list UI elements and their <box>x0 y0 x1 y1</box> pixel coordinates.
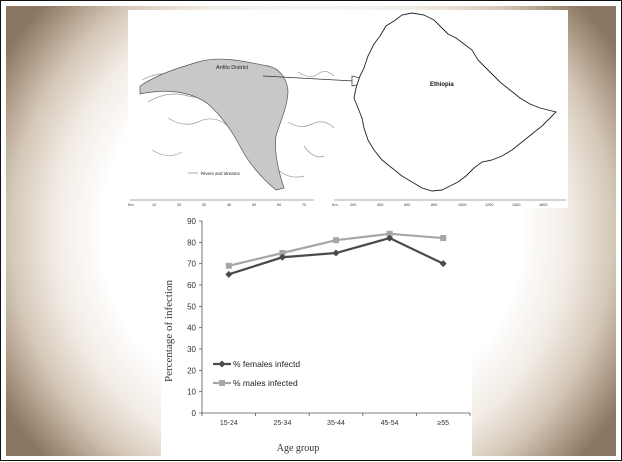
x-axis-title: Age group <box>277 443 320 454</box>
y-tick-label: 90 <box>187 217 196 226</box>
connector-line <box>262 75 355 82</box>
x-axis: 15-24 25-34 35-44 45-54 ≥55 <box>201 412 471 427</box>
ethiopia-outline <box>353 12 557 192</box>
scale-unit: Km <box>332 203 338 207</box>
scale-tick-label: 60 <box>277 203 281 207</box>
x-tick-label: 25-34 <box>273 420 291 427</box>
y-tick-label: 70 <box>187 260 196 269</box>
map-legend-label: Rivers and streams <box>201 171 241 176</box>
series-males <box>225 230 447 269</box>
scale-tick-label: 30 <box>202 203 206 207</box>
data-point <box>279 250 286 256</box>
scale-tick-label: 1000 <box>458 203 466 207</box>
data-point <box>225 270 233 278</box>
scale-tick-label: 20 <box>177 203 181 207</box>
map-panel: Anfilo District Ethiopia Rivers and stre… <box>128 10 568 208</box>
y-axis-title: Percentage of infection <box>163 280 175 383</box>
y-tick-label: 80 <box>187 238 196 247</box>
y-tick-label: 0 <box>192 409 197 418</box>
scale-tick-label: 600 <box>404 203 410 207</box>
data-point <box>219 380 225 386</box>
river-line <box>297 71 335 77</box>
x-tick-label: ≥55 <box>437 420 449 427</box>
series-females <box>225 234 447 278</box>
river-line <box>167 117 229 127</box>
data-point <box>278 253 286 261</box>
chart-panel: 0 10 20 30 40 50 60 70 80 90 15-24 25-34 35-44 45-54… <box>161 213 472 457</box>
data-point <box>332 249 340 257</box>
map-figure: Anfilo District Ethiopia Rivers and stre… <box>128 12 566 207</box>
data-point <box>218 360 226 368</box>
y-tick-label: 20 <box>187 366 196 375</box>
river-line <box>303 145 325 158</box>
data-point <box>440 235 447 242</box>
y-tick-label: 10 <box>187 388 196 397</box>
scale-tick-label: 200 <box>350 203 356 207</box>
data-point <box>225 262 232 269</box>
y-axis: 0 10 20 30 40 50 60 70 80 90 <box>187 217 203 418</box>
scale-tick-label: 70 <box>302 203 306 207</box>
series-layer <box>225 230 447 278</box>
x-tick-label: 35-44 <box>327 420 345 427</box>
legend-label: % males infected <box>233 378 298 388</box>
data-point <box>333 237 339 244</box>
scale-tick-label: 1400 <box>512 203 520 207</box>
district-label: Anfilo District <box>216 65 249 71</box>
data-point <box>386 234 394 242</box>
data-point <box>386 230 393 237</box>
legend-label: % females infectd <box>233 359 300 369</box>
river-line <box>287 121 335 129</box>
scale-tick-label: 40 <box>227 203 231 207</box>
y-tick-label: 30 <box>187 345 196 354</box>
scale-tick-label: 10 <box>152 203 156 207</box>
y-tick-label: 40 <box>187 324 196 333</box>
scale-unit: Km <box>128 203 134 207</box>
line-chart: 0 10 20 30 40 50 60 70 80 90 15-24 25-34 35-44 45-54… <box>163 217 471 454</box>
y-tick-label: 60 <box>187 281 196 290</box>
scale-tick-label: 50 <box>252 203 256 207</box>
scale-tick-label: 800 <box>431 203 437 207</box>
scale-tick-label: 1600 <box>539 203 547 207</box>
river-line <box>277 169 305 178</box>
chart-legend: % females infectd % males infected <box>213 359 300 388</box>
anfilo-district-shape <box>139 58 289 191</box>
scale-labels-right: Km 200 400 600 800 1000 1200 1400 1600 <box>332 203 547 207</box>
x-tick-label: 15-24 <box>220 420 238 427</box>
scale-tick-label: 1200 <box>485 203 493 207</box>
scale-labels-left: Km 10 20 30 40 50 60 70 <box>128 203 306 207</box>
data-point <box>439 260 447 268</box>
country-label: Ethiopia <box>430 82 454 88</box>
river-line <box>151 149 183 156</box>
y-tick-label: 50 <box>187 302 196 311</box>
x-tick-label: 45-54 <box>381 420 399 427</box>
scale-tick-label: 400 <box>377 203 383 207</box>
